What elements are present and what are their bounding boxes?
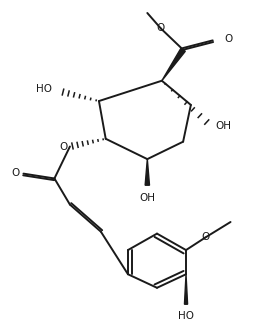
Polygon shape <box>184 274 188 304</box>
Text: OH: OH <box>215 121 231 131</box>
Polygon shape <box>145 159 150 185</box>
Text: O: O <box>157 23 165 33</box>
Text: OH: OH <box>139 193 155 203</box>
Polygon shape <box>162 48 185 81</box>
Text: O: O <box>12 168 20 178</box>
Text: HO: HO <box>178 311 194 321</box>
Text: O: O <box>225 34 233 44</box>
Text: O: O <box>59 141 67 151</box>
Text: O: O <box>201 233 210 243</box>
Text: HO: HO <box>37 84 53 94</box>
